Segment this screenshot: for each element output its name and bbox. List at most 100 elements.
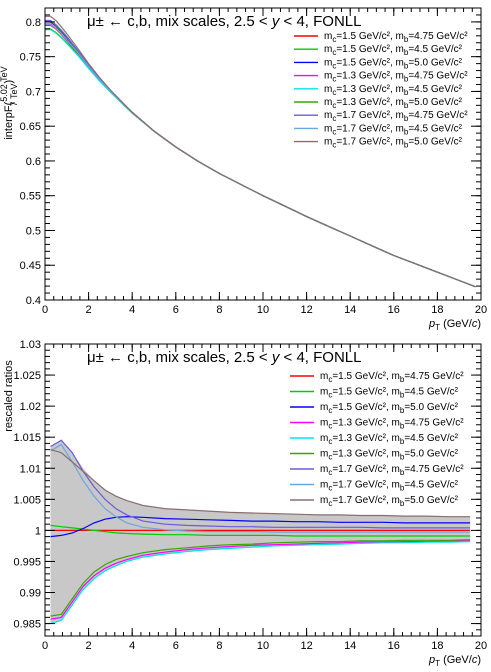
legend-label-part: =1.7 GeV/c², m (332, 464, 400, 475)
legend-label: mc=1.5 GeV/c², mb=4.5 GeV/c² (320, 387, 459, 400)
legend-label-part: m (324, 71, 332, 82)
legend-label-part: =4.5 GeV/c² (404, 480, 458, 491)
series-line-9 (45, 15, 476, 288)
legend-label-part: c (332, 35, 336, 44)
y-tick-label: 1 (35, 525, 41, 537)
legend-label: mc=1.7 GeV/c², mb=4.5 GeV/c² (324, 123, 463, 136)
legend-label-part: =4.5 GeV/c² (404, 387, 458, 398)
legend-label: mc=1.7 GeV/c², mb=4.75 GeV/c² (320, 464, 464, 477)
x-tick-label: 16 (388, 640, 400, 652)
legend-label-part: b (400, 484, 405, 493)
legend-label-part: b (404, 75, 409, 84)
legend-label-part: b (400, 468, 405, 477)
y-tick-label: 0.7 (26, 86, 41, 98)
legend-label-part: c (332, 141, 336, 150)
legend-label-part: b (400, 422, 405, 431)
legend-label-part: b (400, 499, 405, 508)
legend-label-part: b (400, 391, 405, 400)
legend-label: mc=1.5 GeV/c², mb=4.75 GeV/c² (324, 31, 468, 44)
x-axis-title-part: T (435, 659, 440, 668)
plot-title-part: y (271, 13, 281, 30)
chart-panel-1: 0 2 4 6 8 10 12 14 16 18 20 0.4 0.45 0.5 0.55 0.6 0.65 0.… (0, 7, 487, 332)
x-tick-label: 16 (388, 304, 400, 316)
legend-label-part: =5.0 GeV/c² (404, 495, 458, 506)
legend-label-part: m (324, 137, 332, 148)
legend-label-part: =4.75 GeV/c² (404, 418, 464, 429)
x-axis-title-part: p (428, 318, 435, 330)
series-line-6 (50, 539, 471, 617)
series-line-9 (50, 449, 471, 518)
x-tick-label: 8 (216, 640, 222, 652)
plot-title-part: μ± ← c,b, mix scales, 2.5 < (87, 13, 272, 30)
legend-label-part: =1.7 GeV/c², m (332, 495, 400, 506)
legend-label-part: c (328, 453, 332, 462)
x-tick-label: 0 (42, 640, 48, 652)
x-axis-title-part: (GeV/ (440, 318, 473, 330)
legend-label-part: =5.0 GeV/c² (408, 57, 462, 68)
y-tick-label: 0.8 (26, 17, 41, 29)
x-axis-title-part: ) (477, 318, 481, 330)
legend-label-part: b (404, 88, 409, 97)
x-tick-label: 20 (475, 304, 487, 316)
legend-label-part: =4.5 GeV/c² (404, 433, 458, 444)
legend-label-part: =4.5 GeV/c² (408, 44, 462, 55)
legend-label-part: m (320, 464, 328, 475)
legend-label-part: b (404, 101, 409, 110)
legend-label-part: m (324, 97, 332, 108)
x-tick-label: 10 (257, 640, 269, 652)
x-tick-label: 2 (86, 304, 92, 316)
legend-label: mc=1.7 GeV/c², mb=4.75 GeV/c² (324, 110, 468, 123)
legend-label-part: c (332, 61, 336, 70)
y-tick-label: 1.025 (13, 370, 41, 382)
y-axis-title-part: 5.02 TeV (0, 66, 9, 101)
x-tick-label: 2 (86, 640, 92, 652)
x-tick-label: 14 (344, 304, 356, 316)
legend-label-part: m (324, 110, 332, 121)
y-axis-title-part: 7 TeV (9, 84, 19, 107)
legend-label-part: c (328, 437, 332, 446)
legend-label: mc=1.5 GeV/c², mb=5.0 GeV/c² (320, 402, 459, 415)
legend-label-part: c (332, 48, 336, 57)
x-tick-label: 14 (344, 640, 356, 652)
legend-label: mc=1.5 GeV/c², mb=4.5 GeV/c² (324, 44, 463, 57)
legend-label: mc=1.5 GeV/c², mb=5.0 GeV/c² (324, 57, 463, 70)
x-tick-label: 12 (300, 640, 312, 652)
legend-label-part: =1.5 GeV/c², m (332, 402, 400, 413)
plot-title-part: < 4, FONLL (279, 349, 361, 366)
y-tick-label: 1.005 (13, 494, 41, 506)
y-tick-label: 1.03 (20, 339, 41, 351)
y-tick-label: 0.99 (20, 588, 41, 600)
legend-label-part: =5.0 GeV/c² (408, 137, 462, 148)
legend-label-part: m (320, 402, 328, 413)
legend-label-part: =5.0 GeV/c² (404, 402, 458, 413)
legend-label: mc=1.7 GeV/c², mb=4.5 GeV/c² (320, 480, 459, 493)
x-tick-label: 18 (431, 640, 443, 652)
y-tick-label: 1.01 (20, 463, 41, 475)
legend-label-part: =1.5 GeV/c², m (336, 31, 404, 42)
legend-label: mc=1.3 GeV/c², mb=4.5 GeV/c² (324, 84, 463, 97)
legend-label-part: c (328, 422, 332, 431)
x-tick-label: 6 (173, 640, 179, 652)
legend-label-part: =1.5 GeV/c², m (332, 387, 400, 398)
plot-title: μ± ← c,b, mix scales, 2.5 < y < 4, FONLL (87, 13, 361, 30)
series-line-3 (50, 516, 471, 538)
legend-label-part: =1.3 GeV/c², m (336, 84, 404, 95)
x-tick-label: 4 (129, 640, 135, 652)
legend-label-part: =1.7 GeV/c², m (336, 110, 404, 121)
legend-label-part: c (328, 391, 332, 400)
series-line-4 (50, 540, 471, 620)
x-tick-label: 4 (129, 304, 135, 316)
legend-label-part: b (400, 453, 405, 462)
legend-label-part: =1.3 GeV/c², m (332, 433, 400, 444)
legend-label-part: c (328, 484, 332, 493)
legend-label: mc=1.5 GeV/c², mb=4.75 GeV/c² (320, 371, 464, 384)
legend-label-part: =4.75 GeV/c² (408, 71, 468, 82)
legend-label-part: b (404, 35, 409, 44)
legend-label-part: m (324, 57, 332, 68)
legend-label: mc=1.7 GeV/c², mb=5.0 GeV/c² (320, 495, 459, 508)
legend-label: mc=1.3 GeV/c², mb=4.75 GeV/c² (324, 71, 468, 84)
y-tick-label: 0.55 (20, 191, 41, 203)
